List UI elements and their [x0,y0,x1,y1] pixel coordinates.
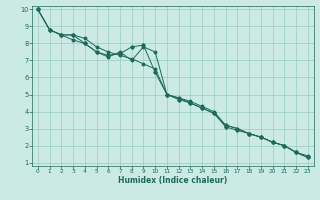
X-axis label: Humidex (Indice chaleur): Humidex (Indice chaleur) [118,176,228,185]
